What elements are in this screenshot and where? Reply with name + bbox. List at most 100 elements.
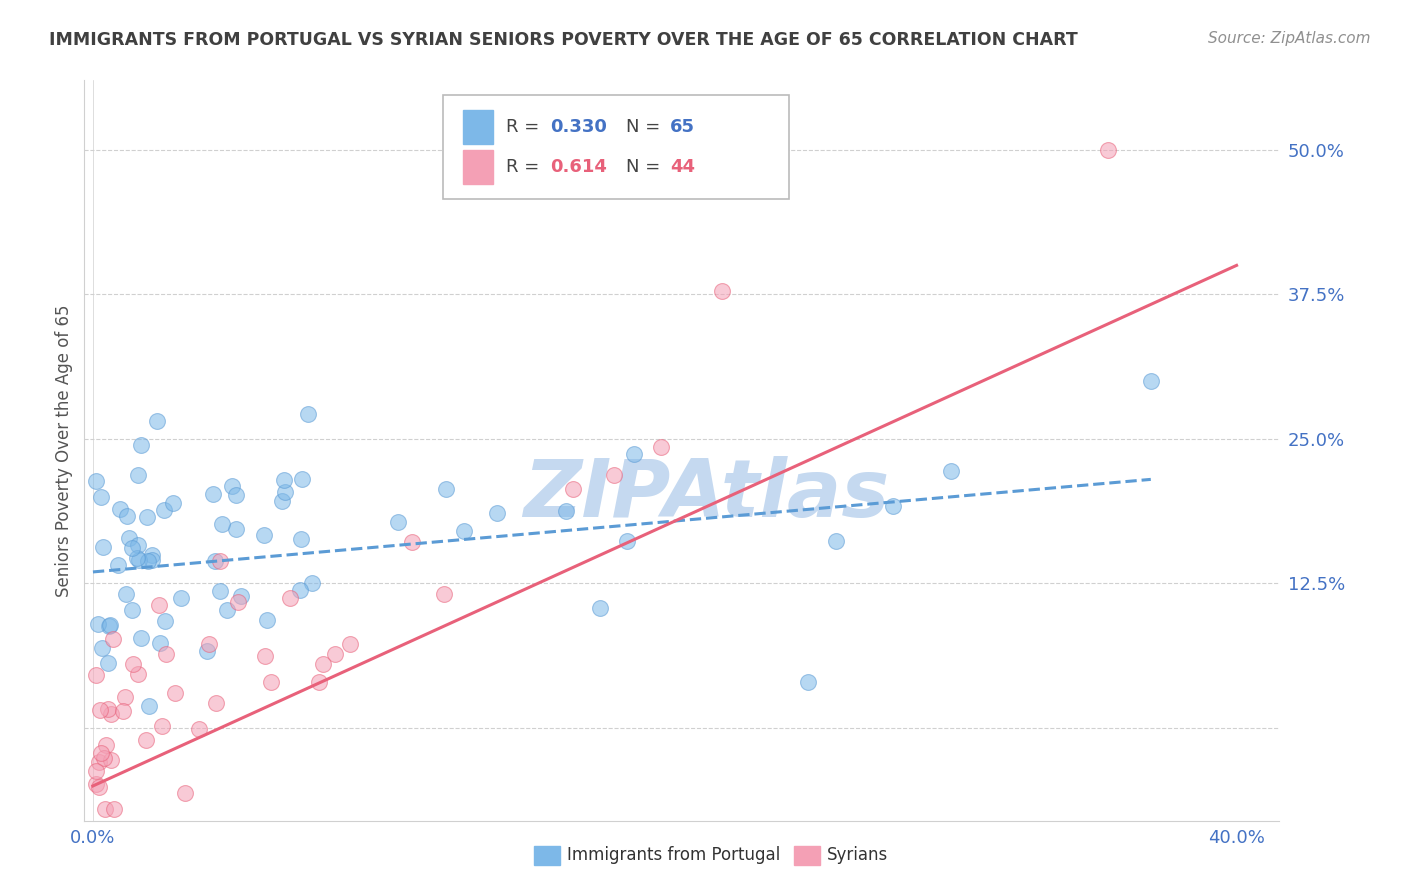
Point xyxy=(127,666,149,681)
Point xyxy=(131,631,153,645)
Point xyxy=(150,719,173,733)
Point xyxy=(297,407,319,421)
Point xyxy=(273,473,295,487)
Point xyxy=(127,538,149,552)
Point xyxy=(84,667,107,681)
Point xyxy=(274,485,297,500)
Point xyxy=(290,533,312,547)
Point xyxy=(155,647,177,661)
Point xyxy=(225,488,247,502)
Point xyxy=(100,753,122,767)
Point xyxy=(387,515,409,529)
Point xyxy=(114,690,136,704)
Point xyxy=(100,706,122,721)
Point xyxy=(211,516,233,531)
Point xyxy=(93,802,115,816)
Point xyxy=(312,657,335,671)
Point xyxy=(108,501,131,516)
Point xyxy=(135,733,157,747)
Point xyxy=(174,786,197,800)
Point xyxy=(91,540,114,554)
Text: R =: R = xyxy=(506,118,546,136)
Point xyxy=(97,702,120,716)
Point xyxy=(202,487,225,501)
FancyBboxPatch shape xyxy=(443,95,790,199)
Point xyxy=(589,601,612,615)
Point xyxy=(94,738,117,752)
Point xyxy=(401,534,423,549)
Point xyxy=(93,750,115,764)
Point xyxy=(252,528,274,542)
Point xyxy=(112,704,135,718)
Text: Source: ZipAtlas.com: Source: ZipAtlas.com xyxy=(1208,31,1371,46)
Point xyxy=(153,503,176,517)
Point xyxy=(115,587,138,601)
Y-axis label: Seniors Poverty Over the Age of 65: Seniors Poverty Over the Age of 65 xyxy=(55,304,73,597)
Point xyxy=(825,534,848,549)
Point xyxy=(323,648,346,662)
Point xyxy=(155,615,177,629)
Text: N =: N = xyxy=(626,118,665,136)
Point xyxy=(162,496,184,510)
Point xyxy=(89,703,111,717)
Point xyxy=(98,618,121,632)
Point xyxy=(98,619,121,633)
Point xyxy=(226,595,249,609)
Point xyxy=(141,553,163,567)
Text: 44: 44 xyxy=(671,158,695,176)
Point xyxy=(882,499,904,513)
Text: R =: R = xyxy=(506,158,546,176)
Point xyxy=(129,437,152,451)
Point xyxy=(290,583,312,598)
Point xyxy=(122,657,145,671)
Text: ZIPAtlas: ZIPAtlas xyxy=(523,456,889,534)
Point xyxy=(125,551,148,566)
Text: 0.330: 0.330 xyxy=(551,118,607,136)
Point xyxy=(115,509,138,524)
Point xyxy=(301,575,323,590)
Text: 65: 65 xyxy=(671,118,695,136)
Point xyxy=(195,644,218,658)
Point xyxy=(229,589,252,603)
Point xyxy=(87,780,110,795)
Point xyxy=(87,617,110,632)
Point xyxy=(138,699,160,714)
Point xyxy=(136,510,159,524)
Point xyxy=(127,468,149,483)
Point xyxy=(208,554,231,568)
Point xyxy=(260,675,283,690)
Point xyxy=(90,746,112,760)
Point xyxy=(84,776,107,790)
Point xyxy=(225,522,247,536)
Bar xyxy=(463,150,494,184)
Point xyxy=(554,504,576,518)
Point xyxy=(103,802,125,816)
Point xyxy=(796,674,818,689)
Point xyxy=(433,587,456,601)
Text: N =: N = xyxy=(626,158,665,176)
Point xyxy=(101,632,124,647)
Point xyxy=(561,482,583,496)
Point xyxy=(97,656,120,670)
Point xyxy=(146,414,169,428)
Text: Immigrants from Portugal: Immigrants from Portugal xyxy=(567,846,780,863)
Point xyxy=(616,534,638,549)
Point xyxy=(84,764,107,779)
Point xyxy=(149,636,172,650)
Point xyxy=(1097,143,1119,157)
Point xyxy=(291,472,314,486)
Point xyxy=(270,493,292,508)
Point xyxy=(339,637,361,651)
Point xyxy=(434,482,457,496)
Point xyxy=(256,613,278,627)
Bar xyxy=(463,111,494,144)
Point xyxy=(107,558,129,572)
Point xyxy=(141,548,163,562)
Point xyxy=(205,697,228,711)
Point xyxy=(118,531,141,545)
Point xyxy=(486,506,509,520)
Text: 0.614: 0.614 xyxy=(551,158,607,176)
Point xyxy=(136,553,159,567)
Point xyxy=(623,447,645,461)
Point xyxy=(253,649,276,664)
